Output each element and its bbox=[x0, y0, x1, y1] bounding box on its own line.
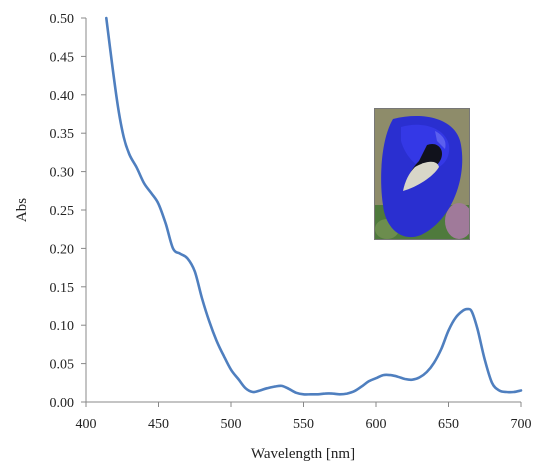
absorbance-line bbox=[105, 16, 523, 396]
y-tick-label: 0.30 bbox=[50, 166, 75, 181]
y-ticks: 0.00 0.05 0.10 0.15 0.20 0.25 0.30 0.35 0.40 0.45… bbox=[50, 12, 86, 411]
y-tick-label: 0.35 bbox=[50, 127, 75, 142]
y-tick-label: 0.00 bbox=[50, 396, 75, 411]
y-axis-title: Abs bbox=[14, 198, 30, 222]
x-tick-label: 700 bbox=[511, 417, 532, 432]
x-axis-title: Wavelength [nm] bbox=[251, 446, 355, 462]
y-tick-label: 0.05 bbox=[50, 358, 75, 373]
y-tick-label: 0.20 bbox=[50, 242, 75, 257]
x-tick-label: 450 bbox=[148, 417, 169, 432]
blue-flower-photo bbox=[374, 108, 470, 240]
x-tick-label: 550 bbox=[293, 417, 314, 432]
x-tick-label: 400 bbox=[76, 417, 97, 432]
x-tick-label: 500 bbox=[221, 417, 242, 432]
x-tick-label: 600 bbox=[366, 417, 387, 432]
y-tick-label: 0.25 bbox=[50, 204, 75, 219]
x-tick-label: 650 bbox=[438, 417, 459, 432]
y-tick-label: 0.40 bbox=[50, 89, 75, 104]
y-tick-label: 0.15 bbox=[50, 281, 75, 296]
y-tick-label: 0.50 bbox=[50, 12, 75, 27]
x-ticks: 400 450 500 550 600 650 700 bbox=[76, 402, 532, 432]
y-tick-label: 0.45 bbox=[50, 50, 75, 65]
y-tick-label: 0.10 bbox=[50, 319, 75, 334]
